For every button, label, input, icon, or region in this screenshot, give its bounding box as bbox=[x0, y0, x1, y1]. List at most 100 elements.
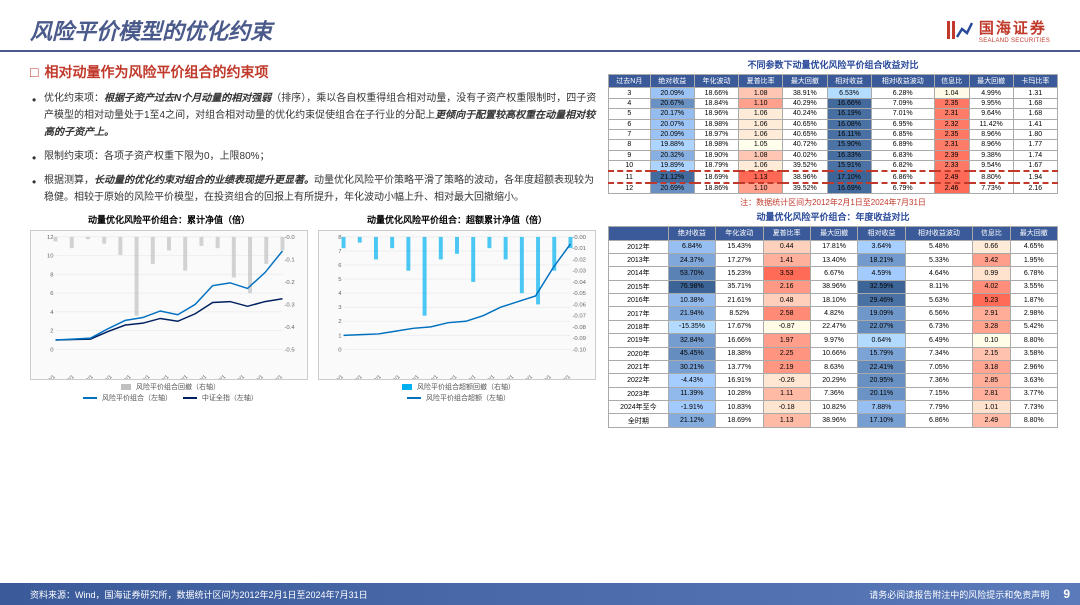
td: 16.11% bbox=[827, 129, 871, 139]
td: 20.17% bbox=[650, 109, 694, 119]
svg-text:12: 12 bbox=[47, 235, 54, 241]
td: 20.69% bbox=[650, 183, 694, 194]
td: 1.08 bbox=[739, 88, 783, 98]
td: 13.40% bbox=[810, 253, 857, 266]
td: 7.36% bbox=[810, 387, 857, 400]
td: 10.38% bbox=[668, 294, 715, 307]
footer-disclaimer: 请务必阅读报告附注中的风险提示和免责声明 bbox=[869, 588, 1049, 601]
svg-text:2022/2/1: 2022/2/1 bbox=[227, 374, 246, 379]
td: 2.31 bbox=[934, 109, 969, 119]
td: 1.04 bbox=[934, 88, 969, 98]
svg-text:6: 6 bbox=[338, 263, 342, 269]
td: 29.46% bbox=[858, 294, 905, 307]
td: 1.11 bbox=[763, 387, 810, 400]
td: 3.55% bbox=[1010, 280, 1057, 293]
td: 8.63% bbox=[810, 360, 857, 373]
td: 38.96% bbox=[783, 171, 827, 182]
td: 1.80 bbox=[1013, 129, 1057, 139]
td: 20.95% bbox=[858, 374, 905, 387]
page-number: 9 bbox=[1063, 587, 1070, 601]
td: 1.77 bbox=[1013, 140, 1057, 150]
bullet-list: 优化约束项：根据子资产过去N个月动量的相对强弱（排序），乘以各自权重得组合相对动… bbox=[30, 90, 600, 206]
td: 6.79% bbox=[871, 183, 934, 194]
td: 0.10 bbox=[973, 334, 1010, 347]
td: -0.87 bbox=[763, 320, 810, 333]
td: 2.31 bbox=[934, 140, 969, 150]
table-row: 2014年53.70%15.23%3.536.67%4.59%4.64%0.99… bbox=[609, 267, 1058, 280]
th: 过去N月 bbox=[609, 75, 651, 88]
td: 18.96% bbox=[694, 109, 738, 119]
td: 1.67 bbox=[1013, 161, 1057, 172]
td: 3.42 bbox=[973, 253, 1010, 266]
svg-text:2021/2/1: 2021/2/1 bbox=[208, 374, 227, 379]
td: 7.15% bbox=[905, 387, 973, 400]
table-row: 2023年11.39%10.28%1.117.36%20.11%7.15%2.8… bbox=[609, 387, 1058, 400]
td: 20.11% bbox=[858, 387, 905, 400]
td: 6 bbox=[609, 119, 651, 129]
td: 2.46 bbox=[934, 183, 969, 194]
td: 7.79% bbox=[905, 401, 973, 414]
table-row: 2013年24.37%17.27%1.4113.40%18.21%5.33%3.… bbox=[609, 253, 1058, 266]
td: 2.81 bbox=[973, 387, 1010, 400]
td: 19.88% bbox=[650, 140, 694, 150]
chart-1-legend: 风险平价组合回撤（右轴） 风险平价组合（左轴） 中证全指（左轴） bbox=[30, 383, 308, 404]
td: 3 bbox=[609, 88, 651, 98]
td: 17.10% bbox=[858, 414, 905, 427]
td: 21.12% bbox=[668, 414, 715, 427]
th: 最大回撤 bbox=[810, 227, 857, 240]
td: 18.66% bbox=[694, 88, 738, 98]
td: 10 bbox=[609, 161, 651, 172]
td: 11.39% bbox=[668, 387, 715, 400]
td: 3.18 bbox=[973, 360, 1010, 373]
td: 13.77% bbox=[716, 360, 763, 373]
td: 5.33% bbox=[905, 253, 973, 266]
td: 18.98% bbox=[694, 140, 738, 150]
th: 最大回撤 bbox=[783, 75, 827, 88]
td: 7.09% bbox=[871, 98, 934, 108]
svg-text:-0.4: -0.4 bbox=[284, 325, 295, 331]
table-1: 过去N月绝对收益年化波动夏普比率最大回撤相对收益相对收益波动信息比最大回撤卡玛比… bbox=[608, 74, 1058, 194]
td: 4.65% bbox=[1010, 240, 1057, 253]
svg-text:2012/2/1: 2012/2/1 bbox=[326, 374, 345, 379]
td: 1.87% bbox=[1010, 294, 1057, 307]
td: 18.69% bbox=[694, 171, 738, 182]
td: 0.48 bbox=[763, 294, 810, 307]
svg-text:2020/2/1: 2020/2/1 bbox=[477, 374, 496, 379]
svg-text:2020/2/1: 2020/2/1 bbox=[189, 374, 208, 379]
td: 15.91% bbox=[827, 161, 871, 172]
td: 40.65% bbox=[783, 119, 827, 129]
svg-text:-0.05: -0.05 bbox=[572, 291, 586, 297]
td: 18.84% bbox=[694, 98, 738, 108]
table-row: 全时期21.12%18.69%1.1338.96%17.10%6.86%2.49… bbox=[609, 414, 1058, 427]
table-row: 2018年-15.35%17.67%-0.8722.47%22.07%6.73%… bbox=[609, 320, 1058, 333]
td: 6.67% bbox=[810, 267, 857, 280]
td: 24.37% bbox=[668, 253, 715, 266]
td: 18.79% bbox=[694, 161, 738, 172]
td: 15.43% bbox=[716, 240, 763, 253]
td: 18.21% bbox=[858, 253, 905, 266]
bullet-item: 限制约束项：各项子资产权重下限为0，上限80%； bbox=[30, 148, 600, 165]
td: 6.85% bbox=[871, 129, 934, 139]
td: 9.38% bbox=[969, 150, 1013, 160]
td: 7.73% bbox=[969, 183, 1013, 194]
svg-text:2022/2/1: 2022/2/1 bbox=[515, 374, 534, 379]
table-row: 720.09%18.97%1.0640.65%16.11%6.85%2.358.… bbox=[609, 129, 1058, 139]
svg-text:2023/2/1: 2023/2/1 bbox=[246, 374, 265, 379]
td: 3.63% bbox=[1010, 374, 1057, 387]
td: 2017年 bbox=[609, 307, 669, 320]
td: 15.90% bbox=[827, 140, 871, 150]
td: 2016年 bbox=[609, 294, 669, 307]
td: 18.97% bbox=[694, 129, 738, 139]
td: 18.38% bbox=[716, 347, 763, 360]
svg-text:-0.1: -0.1 bbox=[284, 257, 294, 263]
svg-text:2015/2/1: 2015/2/1 bbox=[95, 374, 114, 379]
td: 32.59% bbox=[858, 280, 905, 293]
td: -0.18 bbox=[763, 401, 810, 414]
logo-text: 国海证券 SEALAND SECURITIES bbox=[979, 17, 1050, 44]
td: 19.09% bbox=[858, 307, 905, 320]
td: 22.07% bbox=[858, 320, 905, 333]
td: 3.77% bbox=[1010, 387, 1057, 400]
svg-text:2018/2/1: 2018/2/1 bbox=[151, 374, 170, 379]
td: 1.06 bbox=[739, 119, 783, 129]
th: 年化波动 bbox=[716, 227, 763, 240]
